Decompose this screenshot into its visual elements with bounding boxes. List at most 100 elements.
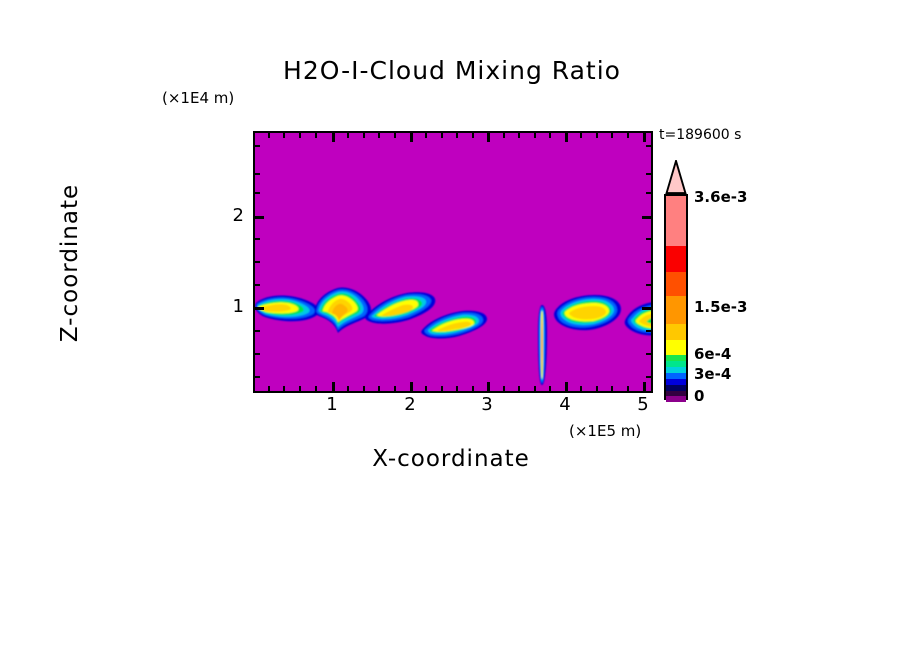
xtick-minor [549,386,551,391]
xtick-top-minor [299,133,301,138]
xtick-minor [315,386,317,391]
xtick-minor [627,386,629,391]
cband-10 [666,361,686,367]
ytick-minor [255,330,260,332]
cband-14 [666,296,686,324]
xtick-top-major [410,133,413,142]
y-axis-title: Z-coordinate [57,183,83,343]
colorbar-label-0: 0 [694,387,705,405]
ytick-right-major [642,216,651,219]
xtick-minor [299,386,301,391]
cloud-blob-4 [421,310,487,339]
ytick-right-minor [646,376,651,378]
page-title: H2O-I-Cloud Mixing Ratio [283,56,621,85]
ytick-right-minor [646,261,651,263]
colorbar-label-3p6e-3: 3.6e-3 [694,188,748,206]
ytick-right-minor [646,238,651,240]
xtick-top-minor [394,133,396,138]
cband-7 [666,379,686,385]
xtick-top-minor [534,133,536,138]
xtick-minor [596,386,598,391]
ytick-minor [255,192,260,194]
xtick-top-minor [549,133,551,138]
xtick-minor [441,386,443,391]
cband-11 [666,355,686,361]
xtick-minor [503,386,505,391]
xtick-major-3 [487,382,490,391]
xtick-minor [268,386,270,391]
ytick-right-major [642,307,651,310]
xtick-minor [518,386,520,391]
xtick-top-minor [611,133,613,138]
ytick-label-2: 2 [232,205,244,226]
z-axis-units-label: (×1E4 m) [162,89,235,107]
cloud-blob-6 [624,302,651,336]
cband-13 [666,324,686,340]
cloud-blob-3 [365,292,436,324]
xtick-label-1: 1 [326,394,338,415]
cband-16 [666,246,686,272]
xtick-top-minor [580,133,582,138]
ytick-right-minor [646,173,651,175]
xtick-major-2 [410,382,413,391]
ytick-right-minor [646,330,651,332]
xtick-top-minor [347,133,349,138]
cloud-blob-5 [554,295,621,331]
ytick-right-minor [646,353,651,355]
xtick-top-minor [363,133,365,138]
ytick-minor [255,284,260,286]
xtick-label-3: 3 [481,394,493,415]
ytick-minor [255,353,260,355]
ytick-major-2 [255,216,264,219]
colorbar-label-3e-4: 3e-4 [694,365,732,383]
xtick-major-5 [643,382,646,391]
ytick-minor [255,261,260,263]
ytick-minor [255,238,260,240]
ytick-minor [255,376,260,378]
heatmap-canvas [255,133,651,391]
xtick-top-minor [441,133,443,138]
xtick-minor [283,386,285,391]
cband-15 [666,272,686,296]
xtick-major-4 [565,382,568,391]
x-axis-title: X-coordinate [372,446,530,472]
cband-12 [666,340,686,355]
ytick-right-minor [646,284,651,286]
cband-5 [666,391,686,396]
xtick-minor [378,386,380,391]
plot-area [253,131,653,393]
xtick-top-major [487,133,490,142]
ytick-minor [255,173,260,175]
cband-8 [666,373,686,379]
xtick-top-minor [456,133,458,138]
xtick-top-minor [315,133,317,138]
xtick-label-2: 2 [404,394,416,415]
colorbar-overflow-arrow [665,160,687,194]
cband-6 [666,385,686,391]
xtick-top-minor [425,133,427,138]
vertical-streak [538,305,547,385]
xtick-top-minor [268,133,270,138]
xtick-minor [580,386,582,391]
cband-4 [666,396,686,402]
cband-17 [666,196,686,246]
xtick-minor [347,386,349,391]
xtick-top-major [565,133,568,142]
xtick-minor [456,386,458,391]
cloud-field [255,287,651,385]
xtick-minor [363,386,365,391]
cloud-blob-1 [255,295,320,322]
xtick-label-5: 5 [637,394,649,415]
xtick-top-major [332,133,335,142]
ytick-label-1: 1 [232,296,244,317]
colorbar-label-6e-4: 6e-4 [694,345,732,363]
colorbar-label-1p5e-3: 1.5e-3 [694,298,748,316]
xtick-major-1 [332,382,335,391]
time-annotation: t=189600 s [659,127,742,143]
xtick-label-4: 4 [559,394,571,415]
xtick-top-minor [378,133,380,138]
xtick-top-major [643,133,646,142]
cband-9 [666,367,686,373]
xtick-minor [534,386,536,391]
